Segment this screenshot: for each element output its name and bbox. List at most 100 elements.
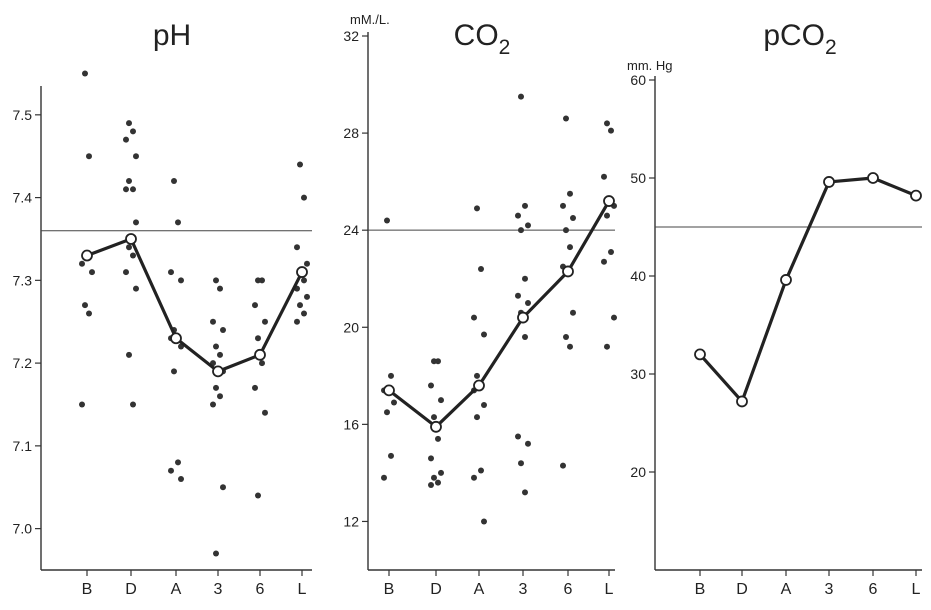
data-point <box>213 343 219 350</box>
y-tick-label: 40 <box>630 268 646 284</box>
mean-point <box>125 233 137 245</box>
chart-panel-2: pCO2 mm. Hg 20 30 40 50 60 B D A 3 6 L <box>627 19 922 598</box>
mean-point <box>867 172 879 184</box>
x-tick-label: 3 <box>214 581 223 598</box>
data-point <box>130 128 136 135</box>
mean-point <box>170 332 182 345</box>
data-point <box>604 212 610 219</box>
data-point <box>171 178 177 185</box>
data-point <box>522 333 528 340</box>
y-tick-label: 32 <box>343 28 359 44</box>
data-point <box>123 269 129 276</box>
chart-panel-0: pH 7.0 7.1 7.2 7.3 7.4 7.5 B D A 3 6 L <box>13 19 312 598</box>
x-tick-label: A <box>171 581 182 598</box>
data-point <box>130 186 136 193</box>
data-point <box>294 244 300 251</box>
data-point <box>178 277 184 284</box>
data-point <box>79 260 85 267</box>
x-tick-label: A <box>474 581 485 598</box>
y-tick-label: 24 <box>343 222 359 238</box>
data-point <box>391 399 397 406</box>
data-point <box>301 194 307 201</box>
data-point <box>525 300 531 306</box>
data-point <box>262 318 268 325</box>
data-point <box>294 318 300 325</box>
data-point <box>178 475 184 482</box>
mean-line <box>698 176 917 404</box>
mean-point <box>254 348 266 361</box>
x-tick-label: B <box>695 581 706 598</box>
data-point <box>388 372 394 379</box>
data-point <box>217 393 223 400</box>
x-tick-label: 6 <box>869 581 878 598</box>
data-point <box>255 492 261 499</box>
x-tick-label: L <box>605 581 614 598</box>
data-point <box>438 469 444 476</box>
mean-point <box>694 348 706 361</box>
chart-title: pH <box>153 19 191 52</box>
mean-point <box>910 189 922 202</box>
data-point <box>217 351 223 358</box>
data-point <box>560 202 566 209</box>
data-point <box>133 153 139 160</box>
data-point <box>297 161 303 168</box>
chart-title-subscript: 2 <box>499 36 511 59</box>
data-point <box>522 202 528 209</box>
data-point <box>435 435 441 442</box>
data-point <box>474 205 480 212</box>
data-point <box>304 260 310 267</box>
data-point <box>123 186 129 193</box>
data-point <box>89 269 95 276</box>
data-point <box>608 127 614 134</box>
y-tick-label: 60 <box>630 72 646 88</box>
data-point <box>252 384 258 391</box>
mean-point <box>562 265 574 278</box>
data-point <box>481 401 487 408</box>
data-point <box>601 258 607 265</box>
data-point <box>301 310 307 317</box>
data-point <box>518 227 524 234</box>
data-point <box>388 452 394 459</box>
y-tick-label: 12 <box>343 513 359 529</box>
data-point <box>563 227 569 234</box>
y-tick-label: 7.3 <box>13 272 33 288</box>
data-point <box>570 309 576 316</box>
mean-point <box>517 311 529 324</box>
data-point <box>381 474 387 481</box>
data-point <box>608 249 614 256</box>
data-point <box>126 178 132 185</box>
data-point <box>570 215 576 222</box>
data-point <box>384 217 390 224</box>
data-point <box>217 285 223 292</box>
y-unit-label: mm. Hg <box>627 58 673 73</box>
x-tick-label: B <box>82 581 93 598</box>
chart-title-base: pCO <box>763 19 825 52</box>
chart-title: pCO2 <box>763 19 836 59</box>
y-tick-label: 16 <box>343 416 359 432</box>
data-point <box>515 292 521 299</box>
data-point <box>130 252 136 259</box>
data-point <box>431 474 437 481</box>
data-point <box>86 310 92 317</box>
data-point <box>171 368 177 375</box>
data-point <box>474 414 480 421</box>
chart-panel-1: CO2 mM./L. 12 16 20 24 28 32 B D A 3 6 L <box>343 12 617 598</box>
data-point <box>522 489 528 496</box>
x-tick-label: 3 <box>519 581 528 598</box>
y-tick-label: 7.2 <box>13 355 33 371</box>
data-point <box>428 482 434 489</box>
data-point <box>168 269 174 276</box>
data-point <box>560 462 566 469</box>
data-point <box>515 212 521 219</box>
data-point <box>567 244 573 251</box>
x-tick-label: D <box>125 581 137 598</box>
data-point <box>515 433 521 440</box>
x-tick-label: L <box>298 581 307 598</box>
data-point <box>435 479 441 486</box>
data-point <box>213 277 219 284</box>
data-point <box>210 318 216 325</box>
data-point <box>297 302 303 309</box>
x-tick-label: 6 <box>256 581 265 598</box>
data-point <box>525 440 531 447</box>
